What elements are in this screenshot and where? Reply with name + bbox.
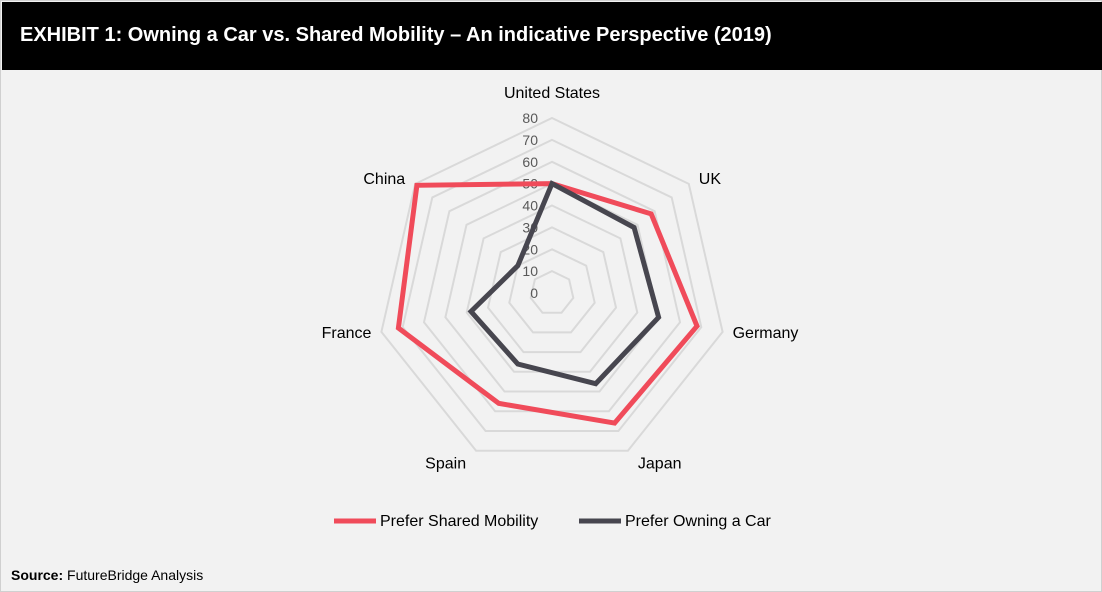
tick-label-80: 80 (522, 110, 538, 126)
grid-ring-30 (486, 226, 618, 354)
category-labels: United States UK Germany Japan Spain France Ch… (322, 85, 799, 473)
category-label-spain: Spain (425, 456, 466, 473)
grid-ring-50 (444, 182, 660, 393)
exhibit-header: EXHIBIT 1: Owning a Car vs. Shared Mobil… (2, 2, 1102, 70)
tick-label-40: 40 (522, 198, 538, 214)
tick-label-70: 70 (522, 132, 538, 148)
grid-ring-10 (529, 269, 575, 314)
legend-label-0: Prefer Shared Mobility (380, 513, 538, 530)
series-line-prefer-owning-a-car (467, 180, 662, 387)
category-label-germany: Germany (733, 325, 799, 342)
legend-label-1: Prefer Owning a Car (625, 513, 772, 530)
series-line-prefer-shared-mobility (395, 181, 700, 426)
exhibit-title: EXHIBIT 1: Owning a Car vs. Shared Mobil… (20, 24, 772, 46)
radar-series (395, 180, 700, 426)
tick-label-10: 10 (522, 263, 538, 279)
category-label-japan: Japan (638, 456, 682, 473)
grid-ring-70 (401, 138, 703, 432)
source-label: Source: (11, 567, 64, 583)
category-label-united-states: United States (504, 85, 600, 102)
tick-label-60: 60 (522, 154, 538, 170)
category-label-uk: UK (699, 171, 722, 188)
category-label-china: China (363, 171, 405, 188)
grid-ring-20 (508, 248, 596, 334)
category-label-france: France (322, 325, 372, 342)
chart-legend: Prefer Shared Mobility Prefer Owning a Ca… (334, 513, 772, 530)
tick-label-0: 0 (530, 285, 538, 301)
radar-grid (380, 116, 724, 452)
source-text: FutureBridge Analysis (67, 567, 204, 583)
source-note: Source: FutureBridge Analysis (11, 567, 203, 583)
grid-ring-80 (380, 116, 724, 452)
